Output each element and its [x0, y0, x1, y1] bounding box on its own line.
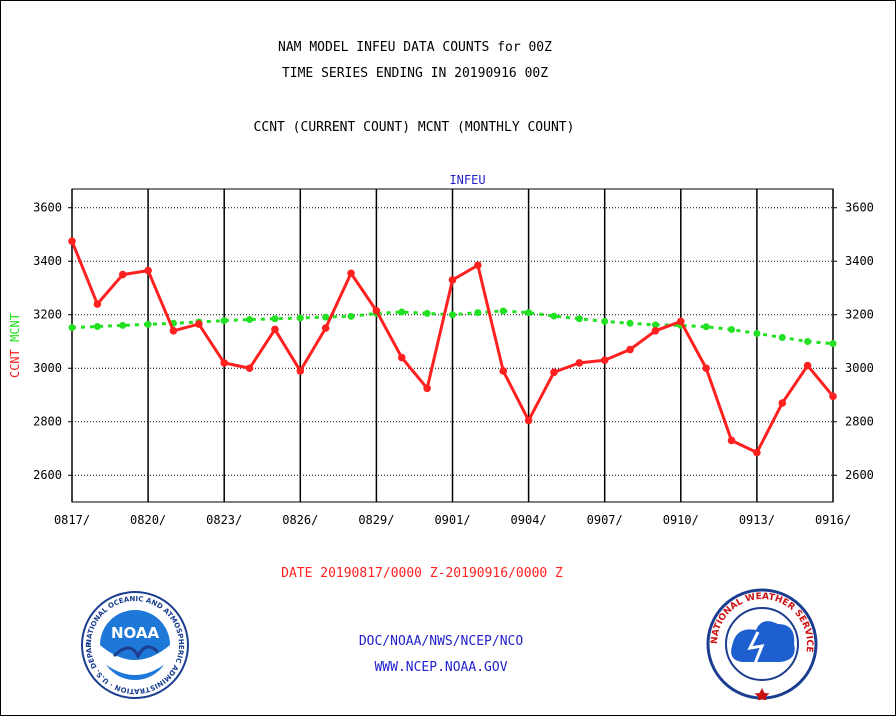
point-mcnt — [220, 317, 228, 325]
point-mcnt — [271, 315, 279, 323]
point-ccnt — [829, 392, 837, 401]
x-tick-label: 0916/ — [815, 513, 851, 527]
point-ccnt — [245, 364, 254, 373]
point-ccnt — [169, 326, 178, 335]
x-tick-label: 0826/ — [282, 513, 318, 527]
y-tick-label-right: 3400 — [845, 254, 874, 268]
point-mcnt — [626, 319, 634, 327]
point-ccnt — [347, 269, 355, 278]
org-text: DOC/NOAA/NWS/NCEP/NCO — [358, 634, 524, 649]
url-link[interactable]: WWW.NCEP.NOAA.GOV — [374, 660, 508, 675]
point-mcnt — [93, 323, 101, 331]
y-tick-label-left: 2800 — [33, 415, 62, 429]
point-mcnt — [119, 321, 127, 329]
y-tick-label-right: 3000 — [845, 361, 874, 375]
point-mcnt — [575, 315, 583, 323]
y-tick-label-left: 3400 — [33, 254, 62, 268]
x-tick-label: 0901/ — [434, 513, 470, 527]
point-ccnt — [93, 300, 102, 308]
point-mcnt — [144, 320, 152, 328]
chart-title: INFEU — [449, 173, 485, 187]
point-ccnt — [118, 270, 127, 279]
point-ccnt — [68, 237, 76, 245]
point-mcnt — [778, 333, 786, 341]
x-tick-label: 0907/ — [587, 513, 623, 527]
point-ccnt — [702, 364, 710, 373]
point-ccnt — [651, 326, 660, 335]
point-mcnt — [601, 317, 609, 325]
y-tick-label-left: 2600 — [33, 468, 62, 482]
point-ccnt — [727, 436, 736, 445]
point-mcnt — [702, 323, 710, 331]
point-mcnt — [474, 309, 482, 317]
point-mcnt — [449, 311, 456, 319]
point-mcnt — [398, 308, 406, 316]
point-mcnt — [525, 309, 533, 317]
noaa-logo: NATIONAL OCEANIC AND ATMOSPHERIC ADMINIS… — [80, 590, 189, 699]
y-label-ccnt: CCNT — [8, 342, 22, 378]
point-mcnt — [651, 321, 659, 329]
point-ccnt — [195, 320, 203, 328]
point-ccnt — [448, 276, 457, 284]
y-tick-label-left: 3000 — [33, 361, 62, 375]
x-tick-label: 0823/ — [206, 513, 242, 527]
nws-logo: NATIONAL WEATHER SERVICE — [706, 588, 818, 700]
header-line-1: NAM MODEL INFEU DATA COUNTS for 00Z — [278, 40, 552, 55]
point-ccnt — [575, 359, 584, 367]
point-mcnt — [829, 340, 837, 348]
y-axis-label: CCNT MCNT — [8, 313, 22, 378]
y-tick-label-left: 3200 — [33, 308, 62, 322]
point-mcnt — [246, 316, 254, 324]
point-ccnt — [803, 361, 812, 370]
header-line-2: TIME SERIES ENDING IN 20190916 00Z — [281, 66, 549, 81]
point-ccnt — [397, 353, 406, 362]
point-mcnt — [322, 313, 330, 321]
point-ccnt — [423, 384, 431, 393]
x-tick-label: 0820/ — [130, 513, 166, 527]
point-ccnt — [144, 266, 152, 275]
point-mcnt — [804, 337, 812, 345]
y-tick-label-right: 3600 — [845, 201, 874, 215]
y-tick-label-right: 2800 — [845, 415, 874, 429]
x-tick-label: 0904/ — [511, 513, 547, 527]
point-ccnt — [753, 448, 761, 457]
noaa-logo-text: NOAA — [111, 624, 160, 642]
point-ccnt — [499, 367, 508, 375]
point-ccnt — [321, 324, 330, 332]
point-mcnt — [347, 312, 355, 320]
point-mcnt — [296, 314, 304, 322]
point-mcnt — [499, 307, 507, 315]
point-ccnt — [550, 368, 558, 377]
y-tick-label-right: 3200 — [845, 308, 874, 322]
point-ccnt — [626, 345, 634, 354]
point-ccnt — [296, 367, 305, 375]
y-label-mcnt: MCNT — [8, 313, 22, 342]
point-ccnt — [778, 399, 787, 407]
point-ccnt — [677, 317, 685, 326]
x-tick-label: 0829/ — [358, 513, 394, 527]
point-ccnt — [600, 356, 609, 365]
x-tick-label: 0910/ — [663, 513, 699, 527]
x-tick-label: 0817/ — [54, 513, 90, 527]
y-tick-label-left: 3600 — [33, 201, 62, 215]
point-mcnt — [728, 325, 736, 333]
x-tick-label: 0913/ — [739, 513, 775, 527]
y-tick-label-right: 2600 — [845, 468, 874, 482]
point-mcnt — [550, 312, 558, 320]
point-mcnt — [68, 324, 76, 332]
header-line-3: CCNT (CURRENT COUNT) MCNT (MONTHLY COUNT… — [253, 120, 575, 135]
point-ccnt — [372, 306, 381, 315]
point-ccnt — [524, 416, 533, 425]
point-mcnt — [753, 329, 761, 337]
point-ccnt — [271, 325, 279, 334]
point-ccnt — [220, 359, 228, 367]
point-ccnt — [474, 261, 482, 270]
point-mcnt — [423, 309, 431, 317]
date-range: DATE 20190817/0000 Z-20190916/0000 Z — [281, 566, 563, 581]
